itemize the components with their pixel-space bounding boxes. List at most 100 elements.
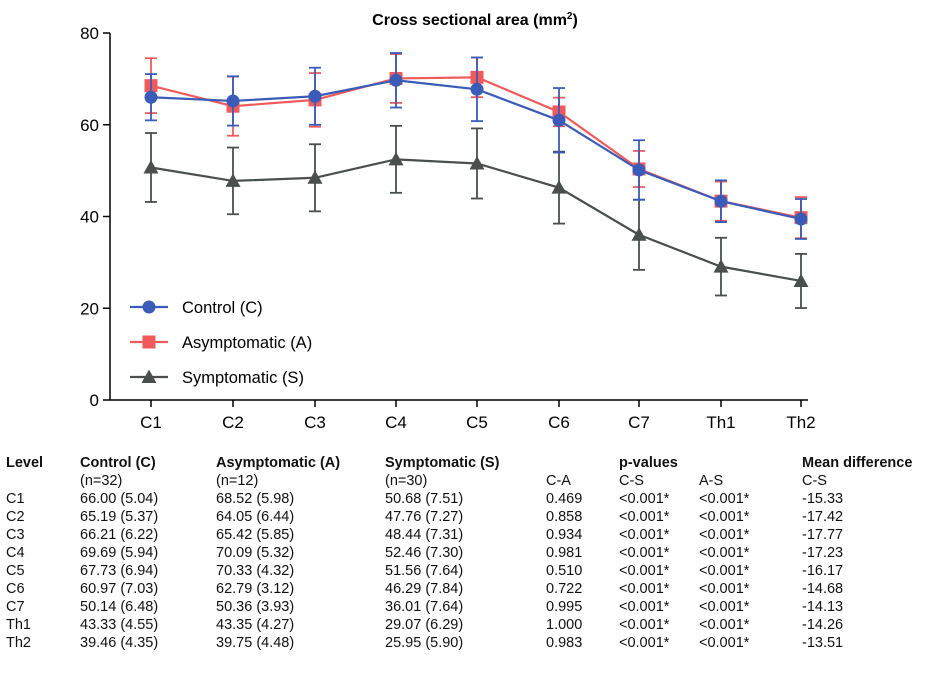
table-cell-8-5: <0.001* <box>619 635 670 651</box>
table-cell-3-4: 0.981 <box>546 545 583 561</box>
table-subheader-4: C-A <box>546 473 571 489</box>
series-2 <box>144 52 808 240</box>
table-cell-3-1: 69.69 (5.94) <box>80 545 159 561</box>
line-chart: Cross sectional area (mm2) 0 20 40 60 80 C1 C2… <box>80 11 816 432</box>
table-cell-1-1: 65.19 (5.37) <box>80 509 159 525</box>
table-cell-0-7: -15.33 <box>802 491 844 507</box>
table-cell-1-3: 47.76 (7.27) <box>385 509 464 525</box>
table-cell-3-3: 52.46 (7.30) <box>385 545 464 561</box>
table-cell-0-4: 0.469 <box>546 491 583 507</box>
table-cell-7-2: 43.35 (4.27) <box>216 617 295 633</box>
table-cell-5-0: C6 <box>6 581 25 597</box>
table-cell-1-0: C2 <box>6 509 25 525</box>
table-header-2: Asymptomatic (A) <box>216 455 341 471</box>
series-2-point-4 <box>470 82 484 96</box>
series-2-point-5 <box>552 113 566 127</box>
axes: 0 20 40 60 80 C1 C2 C3 C4 C5 C6 C7 Th1 Th2 <box>80 24 816 432</box>
x-tick-label-5: C6 <box>548 413 570 432</box>
table-cell-5-7: -14.68 <box>802 581 844 597</box>
table-cell-7-5: <0.001* <box>619 617 670 633</box>
table-cell-3-0: C4 <box>6 545 25 561</box>
series-1-line <box>150 76 802 219</box>
table-header-1: Control (C) <box>80 455 156 471</box>
series-0-point-1 <box>225 173 241 187</box>
series-2-point-1 <box>226 94 240 108</box>
series-2-point-6 <box>632 163 646 177</box>
table-cell-5-1: 60.97 (7.03) <box>80 581 159 597</box>
table-cell-3-2: 70.09 (5.32) <box>216 545 295 561</box>
series-0-point-4 <box>469 155 485 170</box>
x-tick-label-8: Th2 <box>786 413 815 432</box>
table-cell-6-7: -14.13 <box>802 599 844 615</box>
table-cell-5-2: 62.79 (3.12) <box>216 581 295 597</box>
table-cell-0-0: C1 <box>6 491 25 507</box>
table-header-0: Level <box>6 455 44 471</box>
table-cell-7-1: 43.33 (4.55) <box>80 617 159 633</box>
table-cell-6-2: 50.36 (3.93) <box>216 599 295 615</box>
table-cell-8-3: 25.95 (5.90) <box>385 635 464 651</box>
table-cell-3-6: <0.001* <box>699 545 750 561</box>
series-0 <box>143 124 809 309</box>
table-cell-4-7: -16.17 <box>802 563 844 579</box>
table-cell-0-2: 68.52 (5.98) <box>216 491 295 507</box>
y-tick-label-1: 20 <box>80 299 99 318</box>
legend-label-0: Control (C) <box>182 299 263 317</box>
legend: Control (C) Asymptomatic (A) Symptomatic (… <box>130 299 312 387</box>
table-cell-8-0: Th2 <box>6 635 31 651</box>
legend-label-2: Symptomatic (S) <box>182 369 304 387</box>
table-cell-0-5: <0.001* <box>619 491 670 507</box>
y-tick-label-3: 60 <box>80 116 99 135</box>
table-cell-0-1: 66.00 (5.04) <box>80 491 159 507</box>
table-cell-1-2: 64.05 (6.44) <box>216 509 295 525</box>
table-cell-1-7: -17.42 <box>802 509 844 525</box>
table-cell-5-6: <0.001* <box>699 581 750 597</box>
table-cell-0-6: <0.001* <box>699 491 750 507</box>
table-cell-4-6: <0.001* <box>699 563 750 579</box>
table-cell-6-1: 50.14 (6.48) <box>80 599 159 615</box>
table-subheader-5: C-S <box>619 473 644 489</box>
table-subheader-6: A-S <box>699 473 724 489</box>
x-tick-label-0: C1 <box>140 413 162 432</box>
table-cell-8-7: -13.51 <box>802 635 844 651</box>
table-cell-8-1: 39.46 (4.35) <box>80 635 159 651</box>
y-tick-label-2: 40 <box>80 208 99 227</box>
series-layer <box>143 52 809 309</box>
table-cell-4-1: 67.73 (6.94) <box>80 563 159 579</box>
table-cell-3-5: <0.001* <box>619 545 670 561</box>
series-0-point-6 <box>631 227 647 241</box>
legend-marker-1 <box>142 335 156 349</box>
table-cell-7-3: 29.07 (6.29) <box>385 617 464 633</box>
series-0-point-2 <box>307 170 323 184</box>
series-0-line <box>150 158 802 283</box>
table-cell-8-2: 39.75 (4.48) <box>216 635 295 651</box>
table-cell-7-4: 1.000 <box>546 617 583 633</box>
legend-marker-0 <box>142 300 156 314</box>
x-tick-label-7: Th1 <box>706 413 735 432</box>
table-cell-2-1: 66.21 (6.22) <box>80 527 159 543</box>
table-header-7: Mean difference <box>802 455 913 471</box>
table-subheader-7: C-S <box>802 473 827 489</box>
table-cell-3-7: -17.23 <box>802 545 844 561</box>
table-cell-2-0: C3 <box>6 527 25 543</box>
table-cell-7-7: -14.26 <box>802 617 844 633</box>
table-cell-2-6: <0.001* <box>699 527 750 543</box>
table-cell-5-5: <0.001* <box>619 581 670 597</box>
series-0-point-7 <box>713 259 729 273</box>
table-cell-6-4: 0.995 <box>546 599 583 615</box>
series-2-point-0 <box>144 90 158 104</box>
table-subheader-2: (n=12) <box>216 473 259 489</box>
y-tick-label-4: 80 <box>80 24 99 43</box>
series-2-point-3 <box>389 73 403 87</box>
y-tick-label-0: 0 <box>90 391 99 410</box>
table-cell-0-3: 50.68 (7.51) <box>385 491 464 507</box>
series-2-point-2 <box>308 89 322 103</box>
x-tick-label-1: C2 <box>222 413 244 432</box>
series-0-point-0 <box>143 160 159 174</box>
series-2-point-7 <box>714 194 728 208</box>
series-0-point-5 <box>551 180 567 194</box>
table-cell-2-7: -17.77 <box>802 527 844 543</box>
table-cell-2-4: 0.934 <box>546 527 583 543</box>
series-1 <box>144 53 808 240</box>
table-cell-1-5: <0.001* <box>619 509 670 525</box>
series-2-point-8 <box>794 212 808 226</box>
